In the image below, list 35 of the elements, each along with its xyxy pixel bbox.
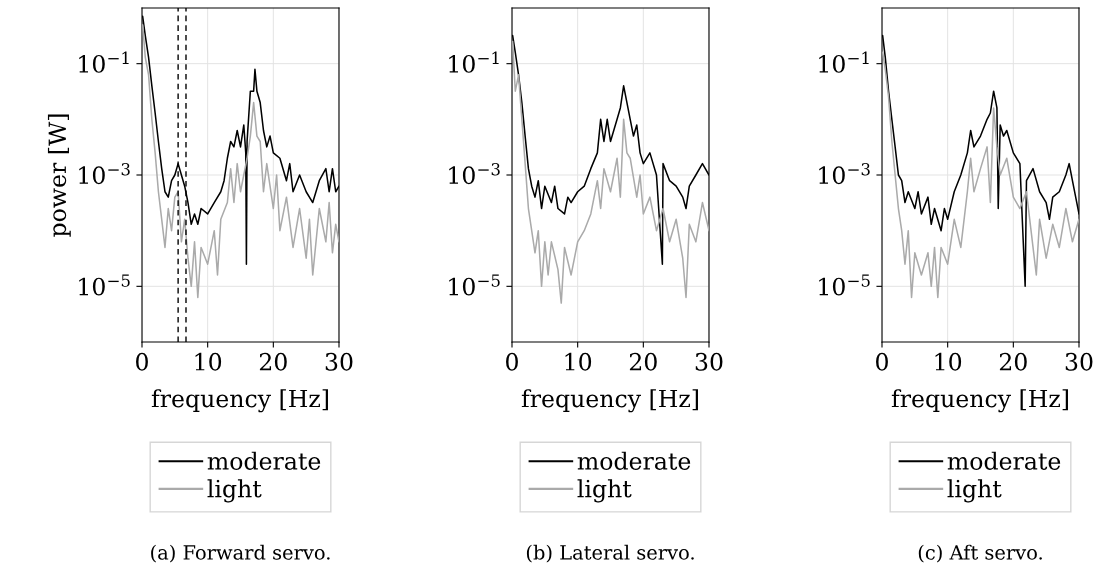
- y-tick-label: 10$^{−1}$: [79, 51, 129, 73]
- x-tick-label: 20: [999, 352, 1027, 371]
- y-tick-label: 10$^{−5}$: [819, 274, 870, 296]
- legend-label: light: [577, 479, 632, 503]
- text: (b) Lateral servo.: [526, 544, 694, 563]
- y-tick-label: 10$^{−1}$: [449, 51, 499, 73]
- x-axis-title: frequency [Hz]: [151, 389, 328, 413]
- x-tick-label: 0: [876, 352, 888, 371]
- y-tick-label: 10$^{−3}$: [819, 162, 870, 185]
- x-tick-label: 30: [695, 352, 723, 371]
- x-tick-label: 10: [195, 352, 222, 371]
- y-tick-label: 10$^{−3}$: [449, 162, 500, 185]
- y-tick-label: 10$^{−1}$: [819, 51, 869, 73]
- legend-label: moderate: [207, 451, 321, 470]
- y-axis-title: power [W]: [47, 114, 71, 237]
- legend-label: moderate: [577, 451, 691, 470]
- x-tick-label: 20: [629, 352, 657, 371]
- x-tick-label: 0: [136, 352, 148, 371]
- legend-label: light: [947, 479, 1002, 503]
- x-tick-label: 10: [565, 352, 592, 371]
- y-tick-label: 10$^{−5}$: [449, 274, 500, 296]
- line-series: [512, 40, 709, 304]
- x-tick-label: 20: [259, 352, 287, 371]
- x-tick-label: 30: [1065, 352, 1093, 371]
- x-tick-label: 30: [325, 352, 353, 371]
- text: (a) Forward servo.: [151, 544, 330, 563]
- y-tick-label: 10$^{−3}$: [79, 162, 130, 185]
- y-tick-label: 10$^{−5}$: [79, 274, 130, 296]
- x-axis-title: frequency [Hz]: [891, 389, 1068, 413]
- x-tick-label: 0: [506, 352, 518, 371]
- x-axis-title: frequency [Hz]: [521, 389, 698, 413]
- legend-label: light: [207, 479, 262, 503]
- text: (c) Aft servo.: [918, 544, 1042, 563]
- legend-label: moderate: [947, 451, 1061, 470]
- x-tick-label: 10: [935, 352, 962, 371]
